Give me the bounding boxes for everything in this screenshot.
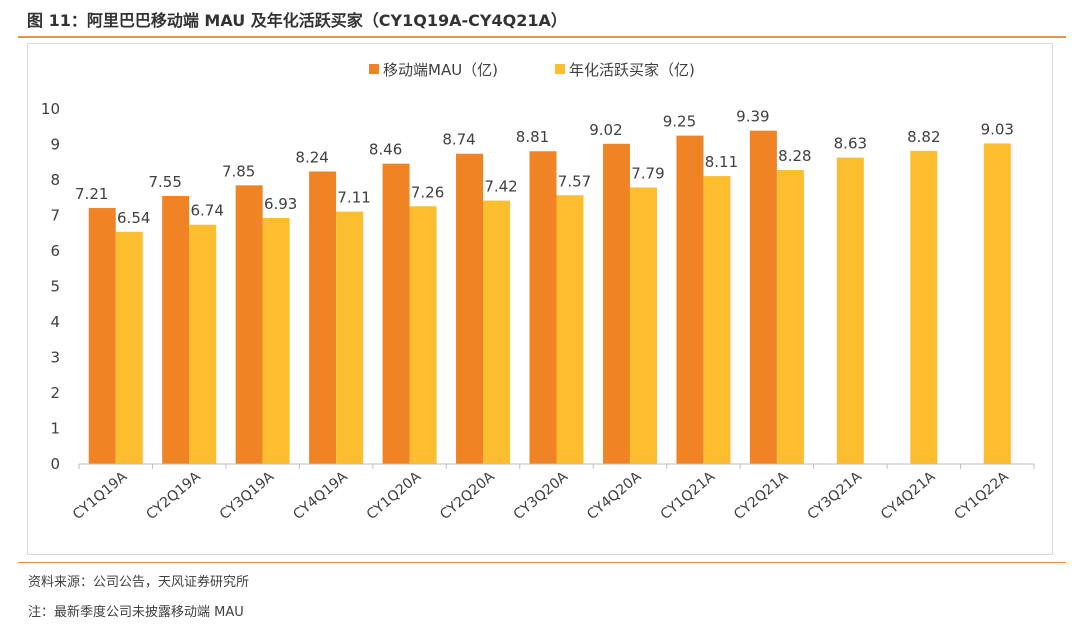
data-label: 9.02 <box>589 121 622 139</box>
bar-mau <box>88 208 116 464</box>
bar-mau <box>529 151 557 464</box>
top-rule <box>18 36 1066 38</box>
legend-label-mau: 移动端MAU（亿) <box>383 61 498 79</box>
legend-swatch-mau <box>369 64 379 74</box>
bar-active-buyers <box>409 206 437 464</box>
data-label: 8.82 <box>907 128 940 146</box>
data-label: 8.46 <box>369 141 402 159</box>
x-tick-label: CY2Q21A <box>731 469 792 524</box>
x-tick-label: CY1Q20A <box>364 469 425 524</box>
y-tick-label: 4 <box>50 313 60 331</box>
x-tick-label: CY2Q20A <box>437 469 498 524</box>
x-axis: CY1Q19A CY2Q19A CY3Q19A CY4Q19A CY1Q20A CY2Q2… <box>70 463 1035 524</box>
y-tick-label: 6 <box>50 242 60 260</box>
data-label: 8.81 <box>516 128 549 146</box>
data-label: 7.21 <box>75 185 108 203</box>
data-label: 8.74 <box>442 131 475 149</box>
bar-mau <box>309 171 337 465</box>
bar-active-buyers <box>556 195 584 464</box>
footnote: 注：最新季度公司未披露移动端 MAU <box>28 605 244 620</box>
bar-active-buyers <box>629 187 657 464</box>
legend-label-active-buyers: 年化活跃买家（亿) <box>569 61 695 79</box>
y-tick-label: 7 <box>50 207 60 225</box>
y-tick-label: 1 <box>50 420 60 438</box>
data-label: 9.25 <box>663 113 696 131</box>
y-tick-label: 2 <box>50 384 60 402</box>
x-tick-label: CY4Q19A <box>290 469 351 524</box>
data-label: 9.39 <box>736 108 769 126</box>
bar-mau <box>676 135 704 464</box>
y-axis: 0 1 2 3 4 5 6 7 8 9 10 <box>41 100 60 473</box>
data-label: 6.93 <box>264 195 297 213</box>
figure-title: 图 11：阿里巴巴移动端 MAU 及年化活跃买家（CY1Q19A-CY4Q21A… <box>27 11 567 30</box>
data-label: 7.57 <box>558 172 591 190</box>
x-tick-label: CY1Q21A <box>658 469 719 524</box>
plot-area: 7.21 6.54 7.55 6.74 7.85 6.93 8.24 7.11 8.46 7.26… <box>75 108 1014 465</box>
data-label: 9.03 <box>981 120 1014 138</box>
x-tick-label: CY3Q20A <box>511 469 572 524</box>
legend: 移动端MAU（亿) 年化活跃买家（亿) <box>369 61 695 79</box>
bar-active-buyers <box>262 217 290 464</box>
bar-active-buyers <box>910 150 938 464</box>
data-label: 8.11 <box>705 153 738 171</box>
x-tick-label: CY1Q19A <box>70 469 131 524</box>
source-note: 资料来源：公司公告，天风证券研究所 <box>28 575 250 590</box>
y-tick-label: 5 <box>50 278 60 296</box>
data-label: 8.28 <box>778 147 811 165</box>
y-tick-label: 10 <box>41 100 60 118</box>
bar-active-buyers <box>983 143 1011 464</box>
data-label: 7.26 <box>411 183 444 201</box>
bar-mau <box>235 185 263 464</box>
data-label: 6.54 <box>117 209 150 227</box>
bar-active-buyers <box>115 231 143 464</box>
bar-active-buyers <box>483 200 511 464</box>
bottom-rule <box>18 562 1066 563</box>
data-label: 7.85 <box>222 162 255 180</box>
data-label: 7.11 <box>337 189 370 207</box>
legend-swatch-active-buyers <box>555 64 565 74</box>
bar-mau <box>602 143 630 465</box>
data-label: 7.55 <box>148 173 181 191</box>
bar-mau <box>162 195 190 464</box>
x-tick-label: CY3Q21A <box>805 469 866 524</box>
data-label: 7.79 <box>631 164 664 182</box>
bar-active-buyers <box>336 211 364 464</box>
data-label: 8.63 <box>834 135 867 153</box>
y-tick-label: 0 <box>50 455 60 473</box>
x-tick-label: CY4Q21A <box>878 469 939 524</box>
x-tick-label: CY4Q20A <box>584 469 645 524</box>
bar-active-buyers <box>703 176 731 464</box>
bar-active-buyers <box>189 224 217 464</box>
bar-mau <box>382 163 410 465</box>
bar-mau <box>456 153 484 465</box>
bar-active-buyers <box>836 157 864 464</box>
chart-frame <box>27 43 1053 555</box>
x-tick-label: CY3Q19A <box>217 469 278 524</box>
data-label: 6.74 <box>190 202 223 220</box>
bar-active-buyers <box>776 170 804 464</box>
y-tick-label: 3 <box>50 349 60 367</box>
data-label: 8.24 <box>295 148 328 166</box>
x-tick-label: CY2Q19A <box>143 469 204 524</box>
bar-mau <box>749 130 777 464</box>
x-tick-label: CY1Q22A <box>951 469 1012 524</box>
y-tick-label: 9 <box>50 136 60 154</box>
data-label: 7.42 <box>484 178 517 196</box>
y-tick-label: 8 <box>50 171 60 189</box>
